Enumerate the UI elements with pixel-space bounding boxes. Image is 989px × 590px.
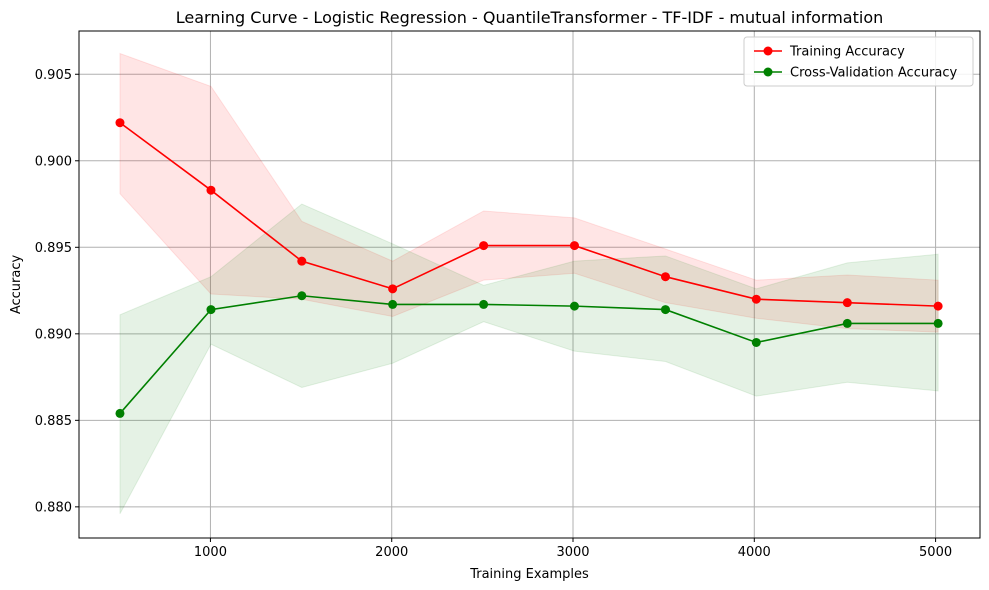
- y-tick-label: 0.885: [35, 414, 72, 429]
- y-tick-label: 0.880: [35, 500, 72, 515]
- legend: Training Accuracy Cross-Validation Accura…: [743, 36, 974, 87]
- data-point: [479, 299, 489, 309]
- x-axis-label: Training Examples: [469, 567, 589, 582]
- confidence-band: [119, 52, 939, 333]
- y-tick-label: 0.890: [35, 327, 72, 342]
- data-point: [569, 241, 579, 251]
- data-point: [751, 337, 761, 347]
- x-tick-label: 3000: [556, 545, 589, 560]
- data-point: [569, 301, 579, 311]
- legend-label: Training Accuracy: [789, 45, 905, 60]
- data-point: [842, 318, 852, 328]
- data-point: [115, 118, 125, 128]
- data-point: [660, 305, 670, 315]
- data-point: [115, 408, 125, 418]
- data-point: [660, 272, 670, 282]
- axis-ticks: 1000 2000 3000 4000 5000 0.880 0.885 0.890 0.895…: [35, 68, 952, 560]
- x-tick-label: 5000: [919, 545, 952, 560]
- confidence-bands: [119, 52, 939, 515]
- data-point: [933, 301, 943, 311]
- data-point: [388, 284, 398, 294]
- legend-label: Cross-Validation Accuracy: [790, 66, 958, 81]
- data-point: [479, 241, 489, 251]
- data-point: [297, 291, 307, 301]
- series-line: [119, 122, 939, 307]
- series-points: [115, 118, 943, 418]
- legend-marker: [763, 46, 773, 56]
- series-lines: [119, 122, 939, 414]
- y-tick-label: 0.905: [35, 68, 72, 83]
- plot-frame: [78, 30, 981, 539]
- legend-marker: [763, 67, 773, 77]
- legend-box: [743, 36, 974, 87]
- y-tick-label: 0.895: [35, 241, 72, 256]
- data-point: [388, 299, 398, 309]
- confidence-band: [119, 203, 939, 515]
- data-point: [751, 294, 761, 304]
- data-point: [933, 318, 943, 328]
- data-point: [842, 298, 852, 308]
- x-tick-label: 4000: [738, 545, 771, 560]
- data-point: [297, 256, 307, 266]
- x-tick-label: 1000: [194, 545, 227, 560]
- data-point: [206, 305, 216, 315]
- chart-title: Learning Curve - Logistic Regression - Q…: [176, 8, 884, 27]
- x-tick-label: 2000: [375, 545, 408, 560]
- y-tick-label: 0.900: [35, 154, 72, 169]
- data-point: [206, 185, 216, 195]
- series-line: [119, 294, 939, 414]
- y-axis-label: Accuracy: [9, 255, 24, 315]
